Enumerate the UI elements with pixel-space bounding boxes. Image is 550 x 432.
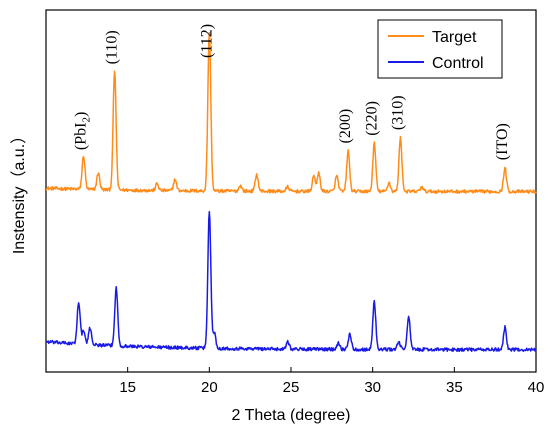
- peak-label-4: (220): [363, 101, 380, 136]
- series-line-target: [45, 31, 537, 194]
- legend-box: [377, 19, 503, 79]
- x-axis-title: 2 Theta (degree): [232, 407, 351, 424]
- y-axis-title: Instensity（a.u.）: [10, 128, 28, 254]
- x-tick-label-30: 30: [364, 379, 381, 396]
- legend: Target Control: [377, 19, 503, 79]
- peak-label-6: (ITO): [494, 123, 511, 160]
- x-tick-label-20: 20: [201, 379, 218, 396]
- peak-label-1: (110): [104, 30, 121, 64]
- x-tick-label-40: 40: [528, 379, 545, 396]
- peak-label-5: (310): [389, 95, 406, 130]
- x-tick-label-15: 15: [119, 379, 136, 396]
- peak-label-2: (112): [198, 24, 215, 58]
- legend-label-control: Control: [432, 55, 484, 72]
- series-line-control: [45, 211, 537, 353]
- legend-label-target: Target: [432, 29, 477, 46]
- x-axis-ticks: 15 20 25 30 35 40: [119, 367, 544, 396]
- peak-label-3: (200): [337, 109, 354, 144]
- peak-label-layer: (PbI2) (110) (112) (200) (220) (310) (ITO): [73, 24, 511, 160]
- x-tick-label-35: 35: [446, 379, 463, 396]
- peak-label-0: (PbI2): [73, 112, 93, 150]
- series-layer: [45, 31, 537, 353]
- plot-area: (PbI2) (110) (112) (200) (220) (310) (ITO) 15 2…: [45, 9, 544, 396]
- x-tick-label-25: 25: [283, 379, 300, 396]
